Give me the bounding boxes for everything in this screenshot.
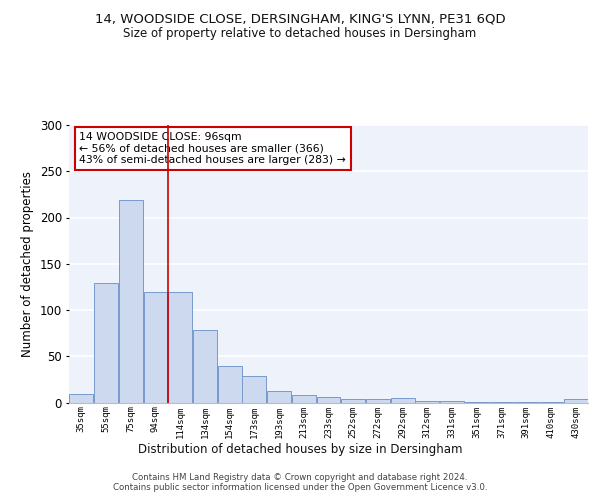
Bar xyxy=(119,200,143,402)
Bar xyxy=(267,392,291,402)
Bar xyxy=(143,292,167,403)
Bar xyxy=(70,394,94,402)
Bar xyxy=(415,400,439,402)
Bar xyxy=(218,366,242,402)
Text: Contains HM Land Registry data © Crown copyright and database right 2024.
Contai: Contains HM Land Registry data © Crown c… xyxy=(113,473,487,492)
Bar xyxy=(292,395,316,402)
Bar xyxy=(341,399,365,402)
Text: Distribution of detached houses by size in Dersingham: Distribution of detached houses by size … xyxy=(138,442,462,456)
Bar xyxy=(366,399,390,402)
Bar xyxy=(242,376,266,402)
Bar xyxy=(193,330,217,402)
Bar xyxy=(440,400,464,402)
Bar xyxy=(563,399,587,402)
Bar xyxy=(391,398,415,402)
Bar xyxy=(168,292,192,403)
Bar xyxy=(94,283,118,403)
Bar xyxy=(317,397,340,402)
Y-axis label: Number of detached properties: Number of detached properties xyxy=(21,171,34,357)
Text: 14 WOODSIDE CLOSE: 96sqm
← 56% of detached houses are smaller (366)
43% of semi-: 14 WOODSIDE CLOSE: 96sqm ← 56% of detach… xyxy=(79,132,346,165)
Text: Size of property relative to detached houses in Dersingham: Size of property relative to detached ho… xyxy=(124,28,476,40)
Text: 14, WOODSIDE CLOSE, DERSINGHAM, KING'S LYNN, PE31 6QD: 14, WOODSIDE CLOSE, DERSINGHAM, KING'S L… xyxy=(95,12,505,26)
